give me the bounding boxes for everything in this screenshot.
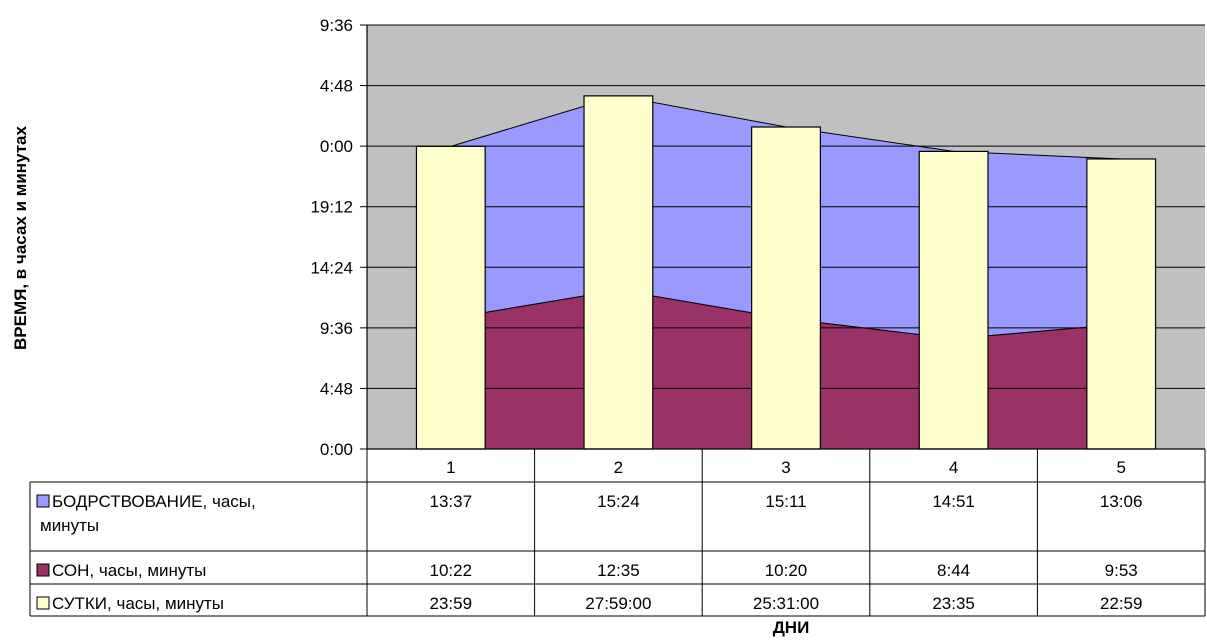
data-label: 15:11 <box>765 492 806 511</box>
data-label: 10:22 <box>430 561 473 580</box>
data-label: 10:20 <box>765 561 808 580</box>
data-label: 15:24 <box>597 492 640 511</box>
y-tick-label: 0:00 <box>320 137 353 156</box>
data-label: 9:53 <box>1105 561 1138 580</box>
y-tick-label: 19:12 <box>310 198 353 217</box>
bar-day-2 <box>583 95 654 450</box>
legend-label: СОН, часы, минуты <box>52 561 206 580</box>
bar-day-4 <box>918 150 989 450</box>
x-tick-label: 2 <box>614 458 623 477</box>
data-label: 14:51 <box>932 492 975 511</box>
data-label: 13:37 <box>430 492 473 511</box>
x-tick-label: 1 <box>446 458 455 477</box>
y-tick-label: 0:00 <box>320 440 353 459</box>
data-label: 23:59 <box>430 594 473 613</box>
x-tick-label: 5 <box>1116 458 1125 477</box>
y-tick-label: 9:36 <box>320 16 353 35</box>
data-label: 12:35 <box>597 561 640 580</box>
x-axis-title: ДНИ <box>773 618 810 637</box>
data-label: 23:35 <box>932 594 975 613</box>
legend-label: СУТКИ, часы, минуты <box>52 594 224 613</box>
legend-swatch <box>36 494 50 508</box>
data-label: 22:59 <box>1100 594 1143 613</box>
bar-day-3 <box>751 126 821 450</box>
y-tick-label: 4:48 <box>320 77 353 96</box>
y-tick-label: 9:36 <box>320 319 353 338</box>
legend-swatch <box>36 563 50 577</box>
x-tick-label: 3 <box>781 458 790 477</box>
y-tick-label: 14:24 <box>310 258 353 277</box>
y-axis-title: ВРЕМЯ, в часах и минутах <box>11 125 30 349</box>
y-tick-label: 4:48 <box>320 379 353 398</box>
data-label: 27:59:00 <box>585 594 651 613</box>
bar-day-1 <box>415 145 486 450</box>
legend-swatch <box>36 596 50 610</box>
data-label: 25:31:00 <box>753 594 819 613</box>
bar-day-5 <box>1086 158 1157 450</box>
x-tick-label: 4 <box>949 458 958 477</box>
legend-label: БОДРСТВОВАНИЕ, часы, минуты <box>40 492 256 535</box>
data-label: 13:06 <box>1100 492 1143 511</box>
data-label: 8:44 <box>937 561 970 580</box>
